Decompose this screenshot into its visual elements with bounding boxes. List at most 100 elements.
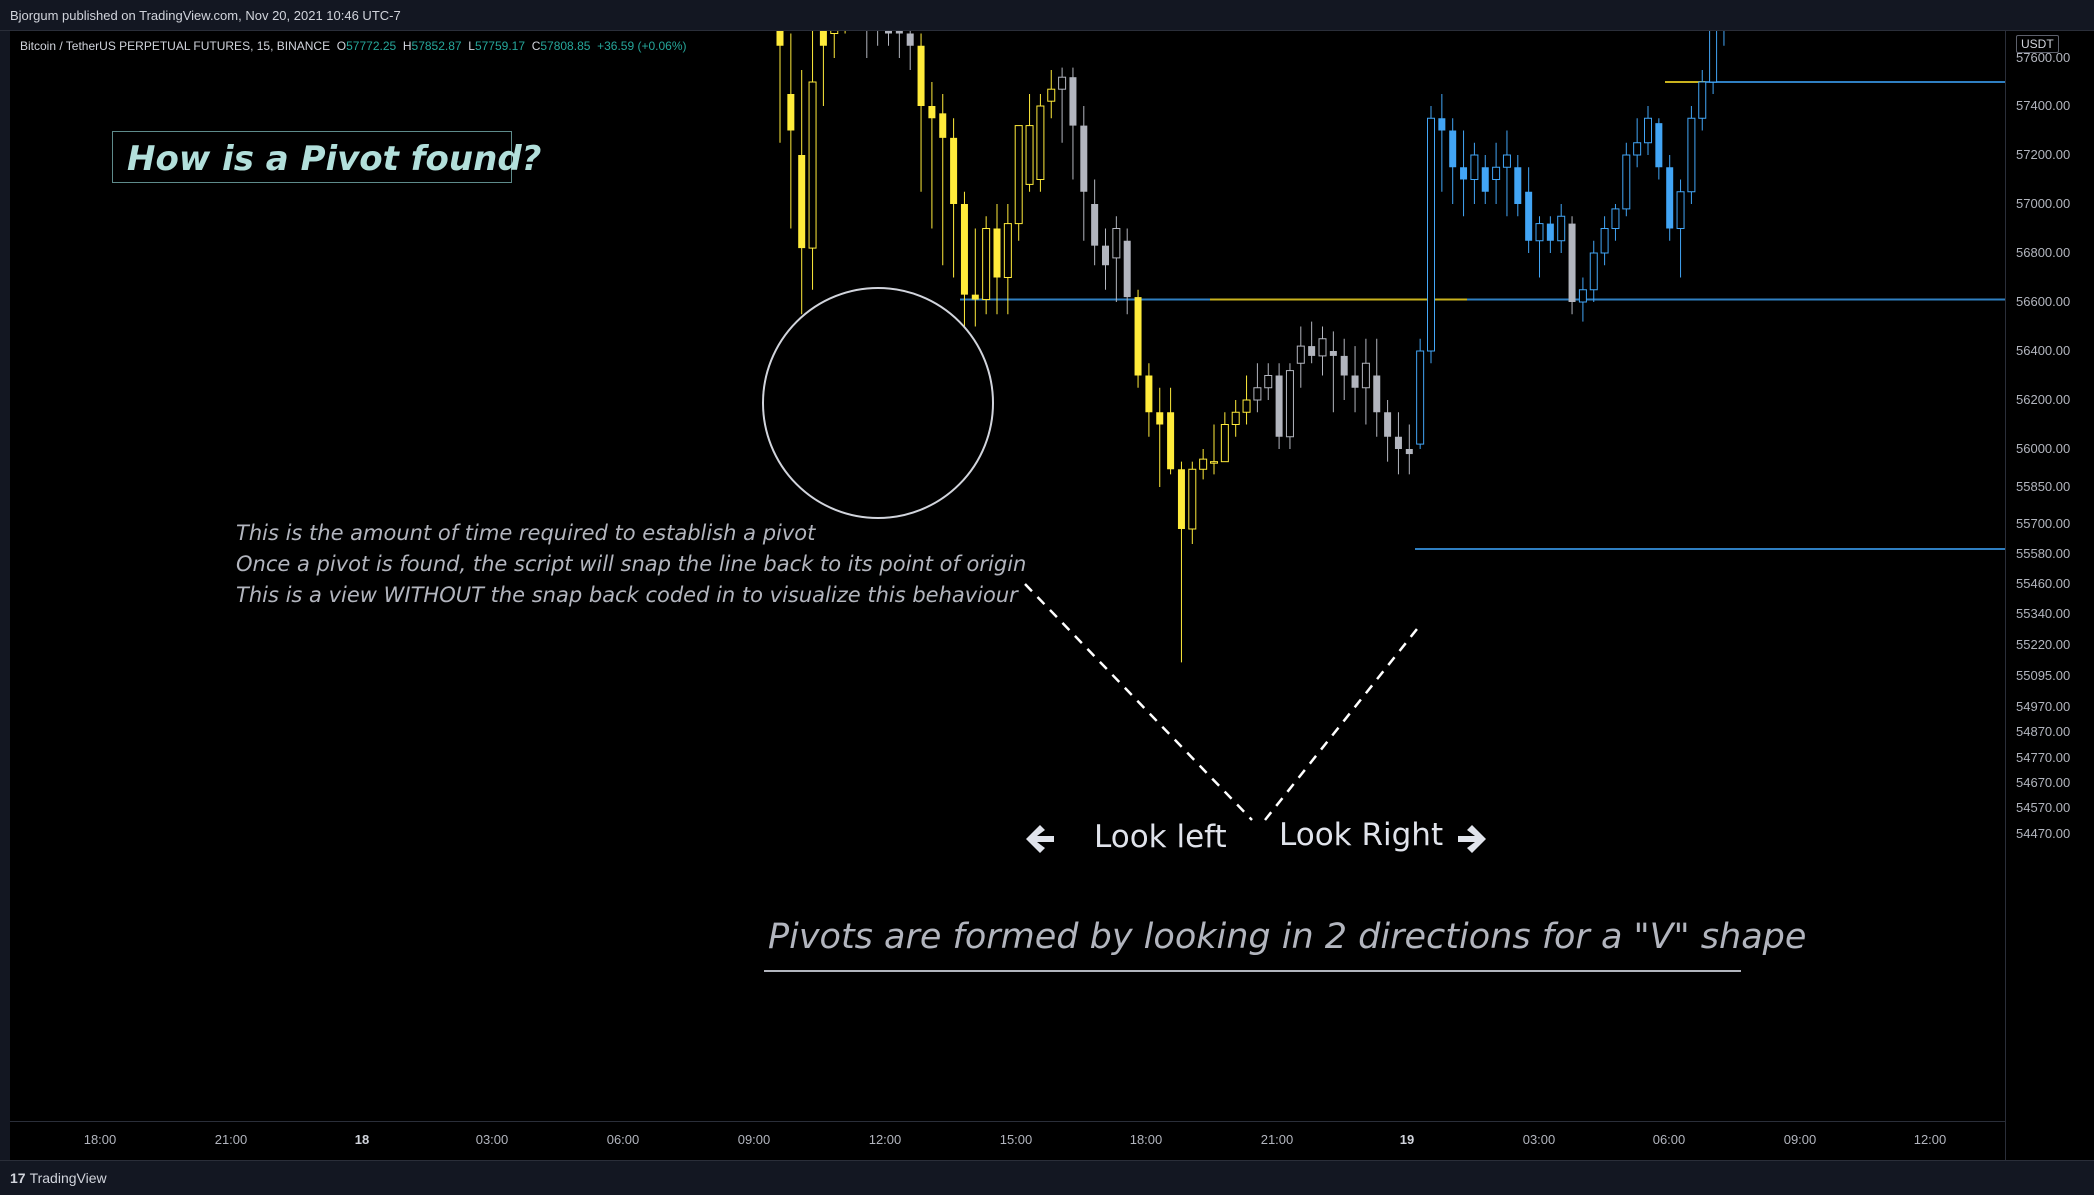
candle	[1036, 94, 1045, 192]
candle-body	[971, 294, 979, 300]
candle-body	[1546, 223, 1554, 241]
price-tick-label: 55700.00	[2016, 516, 2071, 531]
note-line-3: This is a view WITHOUT the snap back cod…	[236, 583, 1018, 607]
candle	[1285, 363, 1294, 449]
candle	[1003, 204, 1012, 315]
candle-body	[1557, 215, 1566, 242]
time-tick-label: 09:00	[1783, 1132, 1817, 1147]
candle	[1308, 321, 1316, 364]
candle-body	[1351, 375, 1359, 388]
candle-body	[1449, 130, 1457, 168]
candle-body	[1589, 252, 1598, 291]
candle-body	[1199, 458, 1208, 470]
candle	[1416, 338, 1425, 449]
change-value: +36.59 (+0.06%)	[597, 39, 687, 53]
candle-body	[776, 31, 784, 46]
candle	[1611, 204, 1620, 241]
time-tick-label: 18	[354, 1132, 370, 1147]
candle	[1188, 461, 1197, 544]
candle-body	[1600, 228, 1609, 254]
candle-body	[1231, 411, 1240, 425]
candle-body	[1156, 412, 1164, 425]
candle-body	[1220, 424, 1229, 463]
time-axis[interactable]: 18:00 21:00 18 03:00 06:00 09:00 12:00 15:00 18:…	[10, 1121, 2005, 1161]
candle	[1014, 125, 1023, 241]
candle-body	[1535, 223, 1544, 242]
low-label: L	[468, 39, 475, 53]
candle-body	[1676, 191, 1685, 229]
price-tick-label: 54970.00	[2016, 699, 2071, 714]
candle	[1145, 363, 1153, 437]
candle	[1384, 400, 1392, 462]
tradingview-logo-mark: 17	[10, 1170, 26, 1186]
candle	[1622, 142, 1631, 217]
candle	[1220, 412, 1229, 463]
candle-body	[1698, 81, 1707, 119]
candle-body	[950, 137, 958, 204]
candle-body	[1264, 375, 1273, 389]
candle	[1242, 375, 1251, 425]
candle	[1502, 130, 1511, 217]
candle	[819, 31, 827, 106]
price-axis[interactable]: USDT 57600.00 57400.00 57200.00 57000.00 568…	[2005, 31, 2094, 1160]
time-tick-label: 15:00	[999, 1132, 1033, 1147]
candle	[982, 216, 991, 315]
price-tick-label: 55580.00	[2016, 546, 2071, 561]
candle-body	[1134, 297, 1142, 376]
candle-body	[1296, 345, 1305, 364]
annotation-title: How is a Pivot found?	[127, 139, 542, 179]
candle	[787, 33, 795, 229]
candle	[1600, 216, 1609, 266]
candle-body	[1427, 117, 1435, 352]
candle-body	[1003, 223, 1012, 279]
candle-body	[1460, 167, 1468, 180]
candle	[1698, 70, 1707, 131]
tradingview-logo[interactable]: 17 TradingView	[10, 1170, 107, 1186]
candle-body	[895, 31, 903, 34]
price-tick-label: 54770.00	[2016, 750, 2071, 765]
candle-body	[1394, 436, 1402, 449]
symbol-legend: Bitcoin / TetherUS PERPETUAL FUTURES, 15…	[20, 39, 687, 53]
candle	[1557, 204, 1566, 253]
candle-body	[1242, 399, 1251, 413]
time-tick-label: 19	[1399, 1132, 1415, 1147]
left-gutter	[0, 31, 10, 1160]
candle	[1069, 67, 1077, 180]
candle-body	[1438, 118, 1446, 131]
candle-body	[1687, 117, 1696, 193]
candle	[1666, 155, 1674, 241]
price-tick-label: 55095.00	[2016, 668, 2071, 683]
candle	[1296, 326, 1305, 388]
candle	[1340, 338, 1348, 400]
candle	[1568, 216, 1576, 315]
candle	[1470, 142, 1479, 204]
candle-body	[1568, 223, 1576, 302]
candle	[1091, 179, 1099, 266]
price-tick-label: 56400.00	[2016, 343, 2071, 358]
candle	[1134, 289, 1142, 388]
time-tick-label: 18:00	[1129, 1132, 1163, 1147]
footer-bar: 17 TradingView	[0, 1160, 2094, 1195]
candle-body	[917, 45, 925, 106]
candle-body	[1123, 240, 1131, 298]
candle	[1481, 155, 1489, 204]
pivot-window-circle	[762, 287, 994, 519]
candle	[1427, 106, 1435, 364]
candle	[1676, 179, 1685, 278]
chart-plot-area[interactable]: Bitcoin / TetherUS PERPETUAL FUTURES, 15…	[10, 31, 2005, 1121]
candle	[1112, 216, 1121, 302]
candle	[1231, 400, 1240, 437]
candle	[808, 31, 817, 290]
candle	[895, 31, 903, 58]
candle	[950, 118, 958, 278]
candle	[1723, 31, 1725, 46]
candlestick-chart[interactable]	[10, 31, 2005, 1121]
candle-body	[993, 228, 1001, 278]
candle	[798, 70, 806, 315]
candle-body	[1145, 375, 1153, 413]
candle-body	[1384, 412, 1392, 437]
candle	[866, 31, 868, 58]
price-tick-label: 55460.00	[2016, 576, 2071, 591]
candle	[1644, 106, 1652, 155]
candle	[928, 82, 936, 229]
